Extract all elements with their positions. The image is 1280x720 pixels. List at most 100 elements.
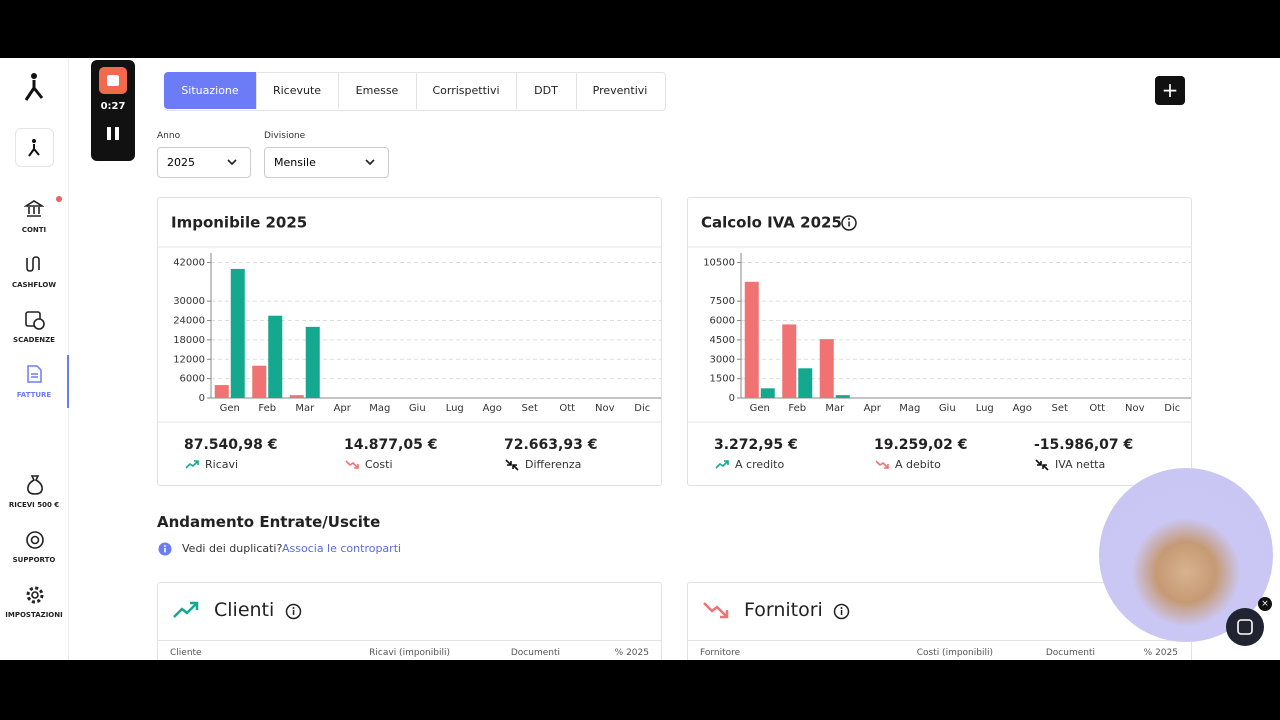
filter-label: Anno bbox=[157, 131, 181, 141]
x-tick-label: Mag bbox=[369, 403, 390, 414]
pause-bar[interactable] bbox=[107, 127, 111, 140]
chat-icon bbox=[1237, 619, 1253, 635]
summary-label: Differenza bbox=[525, 458, 581, 471]
ricevi-icon bbox=[27, 475, 43, 495]
nav-item[interactable]: SCADENZE bbox=[13, 336, 55, 344]
summary-icon bbox=[505, 459, 519, 471]
summary-icon bbox=[345, 460, 359, 469]
chat-button[interactable] bbox=[1226, 608, 1264, 646]
settings-icon bbox=[26, 586, 44, 604]
summary-value: -15.986,07 € bbox=[1034, 437, 1133, 453]
division-select[interactable]: Mensile bbox=[264, 147, 389, 178]
logo-icon bbox=[28, 139, 40, 157]
link[interactable]: Associa le controparti bbox=[282, 542, 402, 555]
x-tick-label: Dic bbox=[634, 403, 650, 414]
tab-active[interactable]: Situazione bbox=[164, 72, 257, 109]
chevron bbox=[365, 159, 375, 166]
x-tick-label: Giu bbox=[409, 403, 426, 414]
y-tick-label: 3000 bbox=[710, 354, 735, 365]
app: CONTI CASHFLOW SCADENZE FATTURE RICEVI 5… bbox=[0, 58, 1280, 660]
y-tick-label: 0 bbox=[729, 393, 735, 404]
tab[interactable]: Preventivi bbox=[592, 84, 648, 97]
active-indicator bbox=[67, 355, 69, 408]
nav-item[interactable]: SUPPORTO bbox=[12, 556, 56, 564]
x-tick-label: Ago bbox=[483, 403, 502, 414]
pause-bar[interactable] bbox=[115, 127, 119, 140]
x-tick-label: Apr bbox=[334, 403, 352, 414]
trend-down-icon bbox=[703, 602, 729, 619]
x-tick-label: Ott bbox=[1089, 403, 1105, 414]
workspace-logo[interactable] bbox=[15, 128, 54, 167]
bar bbox=[252, 365, 267, 398]
info-icon bbox=[158, 542, 172, 556]
summary-label: A credito bbox=[735, 458, 784, 471]
trend-up-icon bbox=[173, 601, 199, 618]
nav-item[interactable]: IMPOSTAZIONI bbox=[5, 611, 63, 619]
table-card bbox=[157, 582, 662, 660]
summary-value: 72.663,93 € bbox=[504, 437, 597, 453]
tab[interactable]: DDT bbox=[516, 72, 577, 109]
info-icon bbox=[841, 215, 857, 231]
x-tick-label: Gen bbox=[750, 403, 770, 414]
x-tick-label: Gen bbox=[220, 403, 240, 414]
chart-card: Calcolo IVA 2025 0 1500 3000 4500 6000 7500 105… bbox=[687, 197, 1192, 486]
x-tick-label: Mar bbox=[825, 403, 845, 414]
x-tick-label: Giu bbox=[939, 403, 956, 414]
y-tick-label: 18000 bbox=[173, 335, 205, 346]
info-icon bbox=[285, 603, 302, 620]
conti-icon bbox=[24, 200, 44, 217]
bar bbox=[819, 339, 834, 398]
close-button[interactable]: × bbox=[1258, 597, 1272, 611]
y-tick-label: 6000 bbox=[710, 316, 735, 327]
column-header: Fornitore bbox=[700, 648, 741, 658]
nav-item[interactable]: CONTI bbox=[21, 226, 47, 234]
bar bbox=[305, 326, 320, 398]
bar bbox=[744, 281, 759, 398]
column-header: % 2025 bbox=[614, 648, 649, 658]
column-header: % 2025 bbox=[1143, 648, 1178, 658]
section-title: Andamento Entrate/Uscite bbox=[157, 513, 381, 531]
bar bbox=[268, 315, 283, 398]
x-tick-label: Ago bbox=[1013, 403, 1032, 414]
year-select[interactable]: 2025 bbox=[157, 147, 251, 178]
summary-value: 14.877,05 € bbox=[344, 437, 437, 453]
x-tick-label: Feb bbox=[258, 403, 276, 414]
x-tick-label: Mag bbox=[899, 403, 920, 414]
stop-button[interactable] bbox=[99, 67, 127, 94]
x-tick-label: Dic bbox=[1164, 403, 1180, 414]
column-header: Costi (imponibili) bbox=[916, 648, 993, 658]
nav-item[interactable]: CASHFLOW bbox=[11, 281, 57, 289]
y-tick-label: 30000 bbox=[173, 296, 205, 307]
tab[interactable]: Ricevute bbox=[256, 72, 339, 109]
column-header: Cliente bbox=[170, 648, 202, 658]
column-header: Ricavi (imponibili) bbox=[369, 648, 450, 658]
summary-icon bbox=[875, 460, 889, 469]
summary-label: Costi bbox=[365, 458, 393, 471]
scadenze-icon bbox=[25, 311, 45, 330]
notice: Vedi dei duplicati? bbox=[182, 542, 283, 555]
x-tick-label: Mar bbox=[295, 403, 315, 414]
y-tick-label: 12000 bbox=[173, 354, 205, 365]
x-tick-label: Ott bbox=[559, 403, 575, 414]
recorder: 0:27 bbox=[91, 60, 135, 161]
bar bbox=[782, 324, 797, 398]
bar bbox=[289, 395, 304, 398]
tab[interactable]: Corrispettivi bbox=[416, 72, 517, 109]
notification-dot bbox=[56, 196, 62, 202]
y-tick-label: 6000 bbox=[180, 374, 205, 385]
nav-item[interactable]: RICEVI 500 € bbox=[8, 501, 60, 509]
info-icon-bar bbox=[848, 221, 850, 227]
info-icon bbox=[833, 603, 850, 620]
x-tick-label: Lug bbox=[976, 403, 994, 414]
y-tick-label: 1500 bbox=[710, 374, 735, 385]
nav-item-active[interactable]: FATTURE bbox=[16, 391, 52, 399]
tab[interactable]: Emesse bbox=[338, 72, 417, 109]
x-tick-label: Lug bbox=[446, 403, 464, 414]
y-tick-label: 7500 bbox=[710, 296, 735, 307]
column-header: Documenti bbox=[1045, 648, 1095, 658]
divider bbox=[157, 640, 662, 641]
logo bbox=[24, 73, 44, 101]
add-button[interactable]: + bbox=[1155, 76, 1185, 105]
chart-title: Imponibile 2025 bbox=[171, 214, 307, 232]
y-tick-label: 0 bbox=[199, 393, 205, 404]
